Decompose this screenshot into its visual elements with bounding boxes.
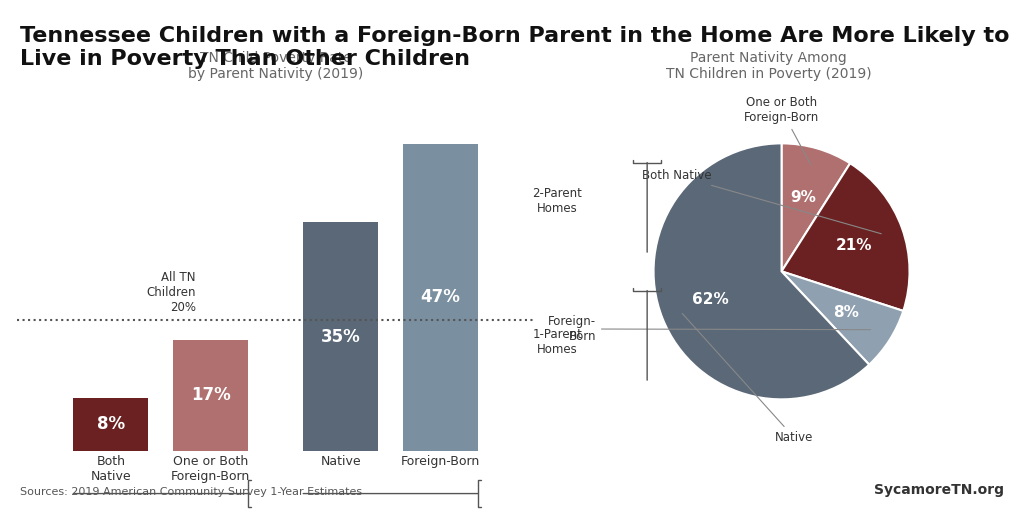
Text: 2-Parent
Homes: 2-Parent Homes xyxy=(532,187,583,215)
Title: TN Child Poverty Rate
by Parent Nativity (2019): TN Child Poverty Rate by Parent Nativity… xyxy=(188,51,364,81)
Bar xyxy=(173,340,248,451)
Text: Tennessee Children with a Foreign-Born Parent in the Home Are More Likely to
Liv: Tennessee Children with a Foreign-Born P… xyxy=(20,26,1010,69)
Wedge shape xyxy=(781,143,850,271)
Wedge shape xyxy=(781,271,903,365)
Text: All TN
Children
20%: All TN Children 20% xyxy=(146,271,196,314)
Text: 8%: 8% xyxy=(834,305,859,320)
Bar xyxy=(74,398,148,451)
Text: 47%: 47% xyxy=(421,288,461,306)
Title: Parent Nativity Among
TN Children in Poverty (2019): Parent Nativity Among TN Children in Pov… xyxy=(666,51,871,81)
Text: Native: Native xyxy=(682,313,813,444)
Text: Foreign-
Born: Foreign- Born xyxy=(548,315,870,343)
Text: SycamoreTN.org: SycamoreTN.org xyxy=(873,483,1004,497)
Text: Sources: 2019 American Community Survey 1-Year Estimates: Sources: 2019 American Community Survey … xyxy=(20,486,362,497)
Bar xyxy=(303,223,378,451)
Bar xyxy=(403,144,478,451)
Text: 62%: 62% xyxy=(692,292,728,307)
Text: 21%: 21% xyxy=(836,238,872,253)
Text: 35%: 35% xyxy=(321,328,360,346)
Text: 1-Parent
Homes: 1-Parent Homes xyxy=(532,328,583,356)
Text: One or Both
Foreign-Born: One or Both Foreign-Born xyxy=(743,96,819,164)
Text: 8%: 8% xyxy=(97,416,125,434)
Text: 17%: 17% xyxy=(190,386,230,404)
Wedge shape xyxy=(653,143,869,399)
Text: 9%: 9% xyxy=(791,190,816,205)
Text: Both Native: Both Native xyxy=(641,169,882,234)
Wedge shape xyxy=(781,163,909,311)
